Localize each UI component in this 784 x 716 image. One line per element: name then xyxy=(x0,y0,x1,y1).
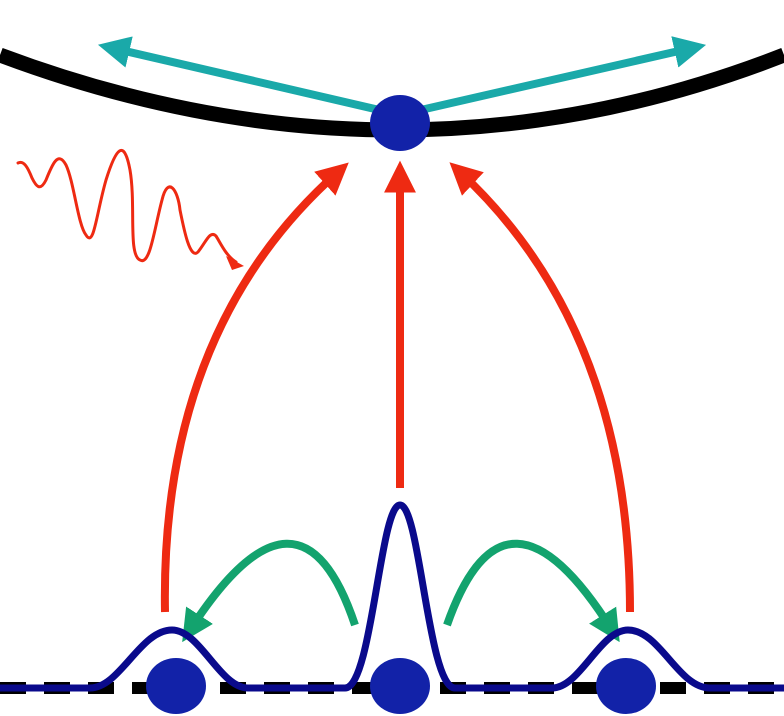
lattice-site-dot-right xyxy=(596,658,656,714)
red-arrow-right xyxy=(449,162,634,613)
green-hop-arrow-left xyxy=(182,539,359,643)
wavefunction-curve xyxy=(0,501,784,692)
lattice-site-dot-left xyxy=(146,658,206,714)
wavy-photon-icon xyxy=(16,148,238,264)
photon-arrowhead-icon xyxy=(226,256,244,270)
green-hop-arrow-right xyxy=(443,539,620,643)
red-arrow-left xyxy=(160,162,349,613)
teal-arrow-left xyxy=(97,36,389,116)
upper-state-dot xyxy=(370,95,430,151)
teal-arrow-right xyxy=(411,36,707,116)
lattice-site-dot-center xyxy=(370,658,430,714)
